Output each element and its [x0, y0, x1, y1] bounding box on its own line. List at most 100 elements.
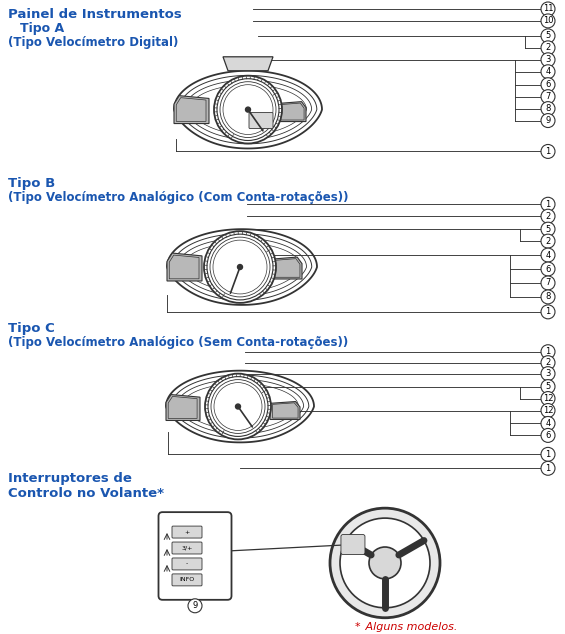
Text: Tipo B: Tipo B — [8, 178, 55, 190]
Circle shape — [541, 462, 555, 476]
Circle shape — [207, 234, 273, 300]
Polygon shape — [179, 75, 317, 144]
Circle shape — [541, 392, 555, 406]
Text: 9: 9 — [192, 601, 198, 611]
Circle shape — [541, 262, 555, 276]
Circle shape — [541, 209, 555, 223]
Circle shape — [541, 248, 555, 262]
Text: Tipo A: Tipo A — [20, 22, 64, 35]
Circle shape — [541, 305, 555, 319]
Polygon shape — [273, 259, 300, 277]
Circle shape — [541, 2, 555, 16]
Circle shape — [541, 290, 555, 304]
Text: *: * — [355, 622, 360, 631]
Text: Interruptores de
Controlo no Volante*: Interruptores de Controlo no Volante* — [8, 472, 164, 500]
Circle shape — [211, 380, 265, 434]
FancyBboxPatch shape — [172, 574, 202, 586]
FancyBboxPatch shape — [172, 542, 202, 554]
Polygon shape — [166, 394, 200, 420]
Text: 2: 2 — [545, 358, 551, 367]
Polygon shape — [167, 253, 202, 281]
Polygon shape — [176, 379, 303, 434]
Polygon shape — [272, 403, 298, 418]
Text: 4: 4 — [545, 250, 551, 259]
Circle shape — [205, 373, 271, 439]
Circle shape — [208, 377, 268, 436]
Circle shape — [541, 89, 555, 103]
Text: 6: 6 — [545, 431, 551, 440]
Text: Tipo C: Tipo C — [8, 322, 55, 335]
Circle shape — [541, 380, 555, 394]
Text: 11: 11 — [543, 4, 553, 13]
Text: +: + — [184, 529, 190, 534]
Circle shape — [541, 234, 555, 248]
Polygon shape — [177, 238, 306, 296]
Text: 4: 4 — [545, 419, 551, 428]
Circle shape — [541, 403, 555, 417]
Text: (Tipo Velocímetro Analógico (Sem Conta-rotações)): (Tipo Velocímetro Analógico (Sem Conta-r… — [8, 336, 348, 349]
Text: (Tipo Velocímetro Analógico (Com Conta-rotações)): (Tipo Velocímetro Analógico (Com Conta-r… — [8, 191, 349, 204]
Circle shape — [217, 79, 279, 141]
Text: 7: 7 — [545, 92, 551, 101]
Polygon shape — [170, 255, 199, 279]
Circle shape — [214, 382, 262, 430]
Circle shape — [213, 240, 267, 294]
Polygon shape — [167, 229, 317, 305]
Text: 5: 5 — [545, 31, 551, 41]
Polygon shape — [176, 98, 206, 121]
Text: 1: 1 — [545, 347, 551, 356]
Circle shape — [541, 356, 555, 370]
Text: -: - — [186, 562, 188, 566]
Text: 1: 1 — [545, 307, 551, 316]
Text: 7: 7 — [545, 278, 551, 287]
Circle shape — [204, 231, 276, 303]
Text: 6: 6 — [545, 80, 551, 89]
Circle shape — [541, 53, 555, 67]
Circle shape — [220, 82, 276, 138]
Circle shape — [188, 599, 202, 613]
Polygon shape — [181, 384, 298, 429]
Circle shape — [541, 78, 555, 92]
Text: 3: 3 — [545, 55, 551, 64]
Polygon shape — [166, 371, 314, 443]
Circle shape — [541, 29, 555, 43]
Circle shape — [340, 518, 430, 608]
Text: 1: 1 — [545, 464, 551, 473]
FancyBboxPatch shape — [172, 558, 202, 570]
Circle shape — [541, 276, 555, 290]
Polygon shape — [174, 96, 209, 124]
Text: 2: 2 — [545, 212, 551, 221]
Circle shape — [541, 65, 555, 79]
Polygon shape — [174, 71, 322, 148]
Polygon shape — [279, 103, 304, 120]
Circle shape — [541, 417, 555, 430]
Text: 2: 2 — [545, 43, 551, 53]
Circle shape — [330, 508, 440, 618]
FancyBboxPatch shape — [172, 526, 202, 538]
Circle shape — [237, 264, 242, 269]
Text: 6: 6 — [545, 264, 551, 273]
Text: 9: 9 — [545, 116, 551, 125]
FancyBboxPatch shape — [159, 512, 232, 600]
Circle shape — [541, 145, 555, 158]
Polygon shape — [171, 375, 309, 438]
Circle shape — [541, 197, 555, 211]
Circle shape — [369, 547, 401, 579]
Polygon shape — [189, 85, 306, 134]
Polygon shape — [270, 401, 300, 420]
Polygon shape — [270, 257, 302, 279]
Text: 2: 2 — [545, 236, 551, 245]
Circle shape — [236, 404, 241, 409]
Text: 8: 8 — [545, 104, 551, 113]
Polygon shape — [182, 243, 301, 291]
Text: 1: 1 — [545, 200, 551, 209]
Polygon shape — [184, 80, 312, 139]
Text: 10: 10 — [543, 16, 553, 25]
Polygon shape — [223, 57, 273, 71]
Circle shape — [541, 101, 555, 115]
Circle shape — [541, 222, 555, 236]
Text: INFO: INFO — [179, 578, 194, 583]
Text: Alguns modelos.: Alguns modelos. — [362, 622, 458, 631]
Circle shape — [541, 345, 555, 359]
Circle shape — [541, 366, 555, 380]
